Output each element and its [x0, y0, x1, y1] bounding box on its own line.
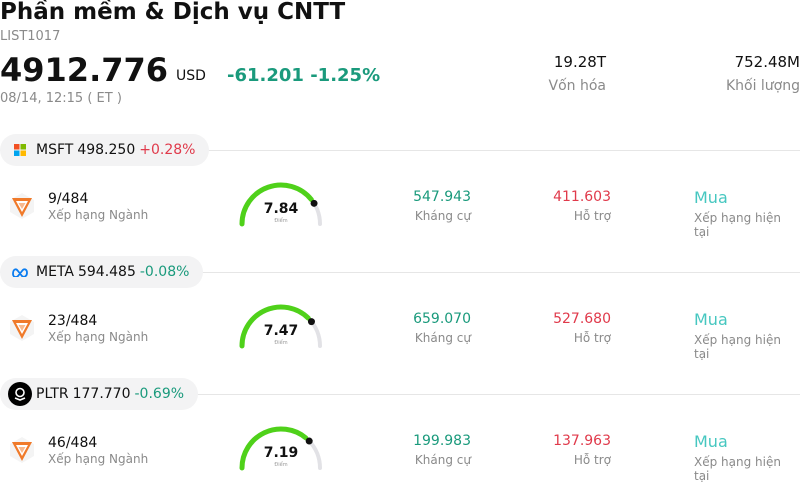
currency-label: USD — [176, 68, 206, 84]
resistance-label: Kháng cự — [414, 331, 471, 345]
industry-rank-value: 46/484 — [48, 435, 98, 451]
stock-card: MSFT 498.250 +0.28% 9/484 Xếp hạng Ngành… — [0, 134, 800, 256]
stock-change: -0.69% — [134, 386, 185, 402]
support-label: Hỗ trợ — [573, 331, 611, 345]
price-timestamp: 08/14, 12:15 ( ET ) — [0, 91, 122, 106]
score-gauge — [239, 304, 322, 349]
score-gauge-fill — [239, 426, 309, 471]
industry-rank-label: Xếp hạng Ngành — [48, 208, 149, 222]
industry-rank-icon — [10, 437, 34, 463]
resistance-value: 199.983 — [413, 433, 471, 449]
industry-rank-icon — [10, 315, 34, 341]
stock-price: 177.770 — [72, 386, 131, 402]
support-value: 527.680 — [553, 311, 611, 327]
resistance-value: 547.943 — [413, 189, 471, 205]
stock-price: 594.485 — [77, 264, 136, 280]
palantir-logo-icon — [8, 382, 32, 406]
index-change: -61.201 -1.25% — [227, 65, 381, 86]
microsoft-logo-icon — [8, 138, 32, 162]
current-rating-value[interactable]: Mua — [694, 310, 728, 329]
current-rating-value[interactable]: Mua — [694, 432, 728, 451]
page-title: Phần mềm & Dịch vụ CNTT — [0, 0, 346, 25]
stock-change: +0.28% — [139, 142, 196, 158]
divider — [0, 394, 800, 395]
support-value: 411.603 — [553, 189, 611, 205]
current-rating-label: Xếp hạng hiện tại — [694, 455, 781, 483]
stock-card: PLTR 177.770 -0.69% 46/484 Xếp hạng Ngàn… — [0, 378, 800, 500]
stock-ticker: MSFT — [36, 142, 74, 158]
resistance-label: Kháng cự — [414, 209, 471, 223]
stock-pill[interactable]: MSFT 498.250 +0.28% — [0, 134, 210, 166]
industry-rank-value: 23/484 — [48, 313, 98, 329]
stock-pill[interactable]: PLTR 177.770 -0.69% — [0, 378, 199, 410]
volume-label: Khối lượng — [725, 78, 800, 94]
divider — [0, 150, 800, 151]
index-price: 4912.776 — [0, 51, 169, 89]
stock-ticker: PLTR — [36, 386, 69, 402]
score-gauge-marker — [307, 318, 315, 326]
stock-card: META 594.485 -0.08% 23/484 Xếp hạng Ngàn… — [0, 256, 800, 378]
current-rating-label: Xếp hạng hiện tại — [694, 211, 781, 239]
score-gauge-fill — [239, 304, 311, 349]
stock-ticker: META — [36, 264, 74, 280]
volume-value: 752.48M — [734, 53, 800, 71]
stock-price: 498.250 — [77, 142, 136, 158]
meta-logo-icon — [8, 260, 32, 284]
support-value: 137.963 — [553, 433, 611, 449]
current-rating-label: Xếp hạng hiện tại — [694, 333, 781, 361]
resistance-label: Kháng cự — [414, 453, 471, 467]
score-value: 7.47 — [263, 323, 299, 339]
score-gauge — [239, 182, 322, 227]
industry-rank-label: Xếp hạng Ngành — [48, 330, 149, 344]
score-gauge-marker — [305, 437, 313, 445]
industry-rank-icon — [10, 193, 34, 219]
score-value: 7.19 — [263, 445, 299, 461]
resistance-value: 659.070 — [413, 311, 471, 327]
industry-rank-value: 9/484 — [48, 191, 89, 207]
score-gauge-fill — [239, 182, 314, 227]
score-value: 7.84 — [263, 201, 299, 217]
score-label: Điểm — [274, 462, 288, 468]
support-label: Hỗ trợ — [573, 209, 611, 223]
support-label: Hỗ trợ — [573, 453, 611, 467]
market-cap-label: Vốn hóa — [548, 78, 606, 94]
score-label: Điểm — [274, 218, 288, 224]
score-gauge — [239, 426, 322, 471]
industry-rank-label: Xếp hạng Ngành — [48, 452, 149, 466]
stock-pill[interactable]: META 594.485 -0.08% — [0, 256, 204, 288]
score-label: Điểm — [274, 340, 288, 346]
market-cap-value: 19.28T — [553, 53, 606, 71]
divider — [0, 272, 800, 273]
current-rating-value[interactable]: Mua — [694, 188, 728, 207]
score-gauge-marker — [310, 199, 318, 207]
stock-change: -0.08% — [139, 264, 190, 280]
industry-code: LIST1017 — [0, 29, 61, 44]
